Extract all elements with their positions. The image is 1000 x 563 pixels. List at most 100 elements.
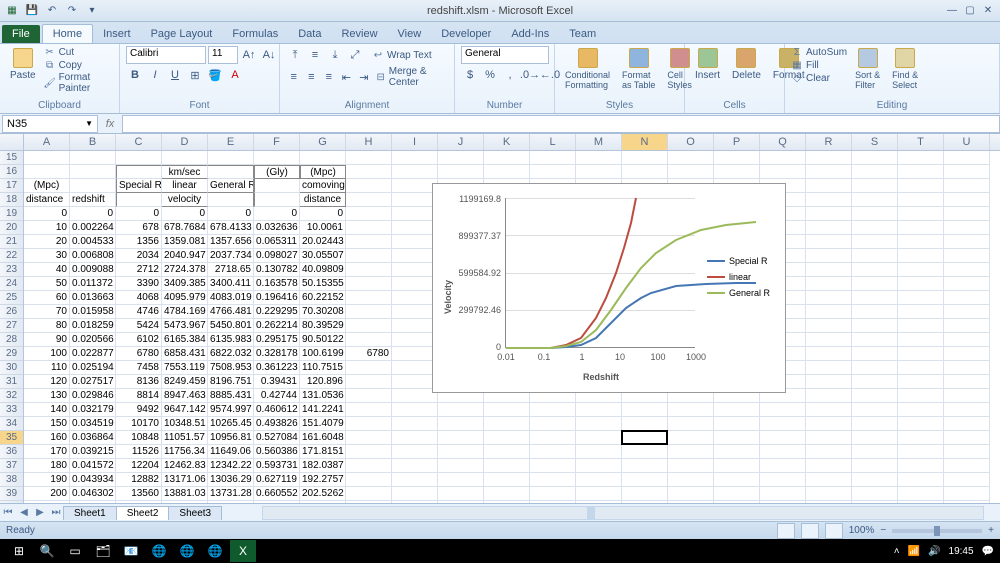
cell[interactable]: 150 [24, 417, 70, 431]
cell[interactable] [806, 445, 852, 459]
cell[interactable] [530, 151, 576, 165]
worksheet-grid[interactable]: ABCDEFGHIJKLMNOPQRSTU 151617181920212223… [0, 134, 1000, 503]
cell[interactable] [898, 249, 944, 263]
cell[interactable]: 11051.57 [162, 431, 208, 445]
cell[interactable]: 12204 [116, 459, 162, 473]
cell[interactable]: 0.627119 [254, 473, 300, 487]
select-all-corner[interactable] [0, 134, 24, 151]
cell[interactable]: 0.361223 [254, 361, 300, 375]
close-icon[interactable]: ✕ [980, 3, 996, 19]
cell[interactable] [806, 361, 852, 375]
cell[interactable] [346, 333, 392, 347]
cell[interactable]: 130 [24, 389, 70, 403]
ribbon-tab-home[interactable]: Home [42, 24, 93, 43]
cell[interactable] [346, 445, 392, 459]
cell[interactable] [668, 459, 714, 473]
conditional-formatting-button[interactable]: Conditional Formatting [561, 46, 614, 92]
cell[interactable] [806, 389, 852, 403]
cell[interactable] [898, 417, 944, 431]
cell[interactable] [484, 165, 530, 179]
sheet-tab[interactable]: Sheet2 [116, 506, 170, 520]
ribbon-tab-page-layout[interactable]: Page Layout [141, 25, 223, 43]
cell[interactable]: 182.0387 [300, 459, 346, 473]
cell[interactable] [944, 249, 990, 263]
cell[interactable]: 7508.953 [208, 361, 254, 375]
col-header[interactable]: S [852, 134, 898, 150]
cell[interactable]: 0.065311 [254, 235, 300, 249]
cell[interactable]: 9492 [116, 403, 162, 417]
cell[interactable] [944, 165, 990, 179]
cell[interactable] [392, 165, 438, 179]
cell[interactable] [852, 193, 898, 207]
cell[interactable]: 12882 [116, 473, 162, 487]
cell[interactable] [944, 361, 990, 375]
cell[interactable]: 2712 [116, 263, 162, 277]
cell[interactable] [392, 403, 438, 417]
cell[interactable] [852, 375, 898, 389]
cell[interactable] [392, 459, 438, 473]
cell[interactable]: redshift [70, 193, 116, 207]
cell[interactable]: 100 [24, 347, 70, 361]
cell[interactable] [24, 165, 70, 179]
cell[interactable]: 6780 [346, 347, 392, 361]
cell[interactable] [70, 179, 116, 193]
cell[interactable]: 120 [24, 375, 70, 389]
cell[interactable]: 50.15355 [300, 277, 346, 291]
redo-icon[interactable]: ↷ [64, 3, 80, 19]
cell[interactable]: 0.004533 [70, 235, 116, 249]
cell[interactable]: 0 [162, 207, 208, 221]
row-header[interactable]: 31 [0, 375, 23, 389]
autosum-button[interactable]: ΣAutoSum [791, 46, 847, 58]
cell[interactable]: 0.009088 [70, 263, 116, 277]
cell[interactable]: 0.020566 [70, 333, 116, 347]
row-header[interactable]: 30 [0, 361, 23, 375]
cell[interactable]: 9647.142 [162, 403, 208, 417]
row-header[interactable]: 21 [0, 235, 23, 249]
cell[interactable] [714, 151, 760, 165]
cell[interactable] [852, 361, 898, 375]
grow-font-button[interactable]: A↑ [240, 46, 258, 64]
cell[interactable]: 0.046302 [70, 487, 116, 501]
cell[interactable] [944, 417, 990, 431]
cell[interactable] [622, 165, 668, 179]
cell[interactable] [898, 361, 944, 375]
cell[interactable] [346, 487, 392, 501]
cell[interactable]: 0.029846 [70, 389, 116, 403]
zoom-out-icon[interactable]: − [880, 525, 886, 536]
cell[interactable]: 50 [24, 277, 70, 291]
cell[interactable]: 0.039215 [70, 445, 116, 459]
cell[interactable]: 6102 [116, 333, 162, 347]
cell[interactable] [622, 487, 668, 501]
ribbon-tab-file[interactable]: File [2, 25, 40, 43]
currency-button[interactable]: $ [461, 66, 479, 84]
cell[interactable] [898, 487, 944, 501]
cell[interactable] [852, 221, 898, 235]
cell[interactable] [116, 165, 162, 179]
cell[interactable] [898, 277, 944, 291]
tray-sound-icon[interactable]: 🔊 [928, 546, 940, 557]
cell[interactable] [944, 403, 990, 417]
cell[interactable] [760, 403, 806, 417]
format-as-table-button[interactable]: Format as Table [618, 46, 659, 92]
cell[interactable] [944, 277, 990, 291]
cell[interactable] [622, 151, 668, 165]
cell[interactable]: 4746 [116, 305, 162, 319]
cell[interactable]: 0.196416 [254, 291, 300, 305]
cell[interactable] [530, 445, 576, 459]
merge-center-button[interactable]: ⊟Merge & Center [376, 66, 448, 88]
font-name-select[interactable]: Calibri [126, 46, 206, 64]
cell[interactable] [806, 417, 852, 431]
cell[interactable] [806, 151, 852, 165]
ribbon-tab-team[interactable]: Team [559, 25, 606, 43]
cell[interactable] [898, 333, 944, 347]
cell[interactable]: 202.5262 [300, 487, 346, 501]
row-header[interactable]: 27 [0, 319, 23, 333]
cell[interactable] [576, 487, 622, 501]
cell[interactable]: 2037.734 [208, 249, 254, 263]
ribbon-tab-data[interactable]: Data [288, 25, 331, 43]
sheet-nav-next-icon[interactable]: ▶ [32, 505, 48, 521]
row-header[interactable]: 24 [0, 277, 23, 291]
cell[interactable]: 200 [24, 487, 70, 501]
insert-cells-button[interactable]: Insert [691, 46, 724, 83]
col-header[interactable]: G [300, 134, 346, 150]
